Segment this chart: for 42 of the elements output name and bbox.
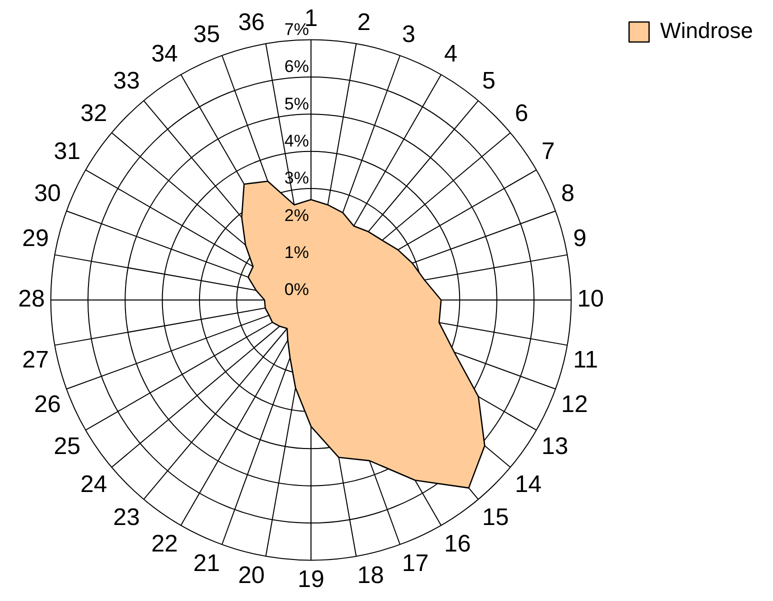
spoke-label: 25 xyxy=(54,433,80,460)
spoke-label: 27 xyxy=(22,346,49,374)
spoke-label: 4 xyxy=(444,40,458,68)
spoke-label: 19 xyxy=(298,566,324,594)
y-tick-label: 1% xyxy=(284,243,309,262)
y-tick-label: 6% xyxy=(284,57,309,76)
spoke-label: 14 xyxy=(514,471,542,498)
spoke-label: 31 xyxy=(54,138,80,166)
spoke-label: 20 xyxy=(238,562,265,590)
y-tick-label: 5% xyxy=(284,94,309,114)
spoke-label: 23 xyxy=(113,504,140,531)
legend-label: Windrose xyxy=(660,18,753,44)
spoke-label: 32 xyxy=(80,100,108,128)
y-tick-label: 0% xyxy=(284,280,309,300)
spoke-label: 7 xyxy=(542,138,555,166)
spoke-label: 28 xyxy=(18,286,45,313)
spoke-label: 10 xyxy=(577,286,604,313)
spoke-label: 11 xyxy=(573,346,598,374)
spoke-label: 15 xyxy=(482,504,509,531)
spoke-label: 13 xyxy=(542,433,568,460)
spoke-label: 24 xyxy=(80,471,108,498)
spoke-label: 16 xyxy=(444,530,471,558)
y-tick-label: 2% xyxy=(284,206,309,225)
spoke-label: 12 xyxy=(561,391,588,418)
spoke-label: 30 xyxy=(34,180,61,208)
spoke-label: 2 xyxy=(357,9,371,36)
spoke-label: 3 xyxy=(402,21,416,48)
spoke-label: 34 xyxy=(151,40,178,68)
spoke-label: 9 xyxy=(573,225,587,252)
spoke-label: 33 xyxy=(113,67,140,94)
spoke-label: 6 xyxy=(514,100,528,128)
spoke-label: 21 xyxy=(193,550,220,578)
y-tick-label: 4% xyxy=(284,132,309,150)
spoke-label: 29 xyxy=(22,225,49,252)
spoke-label: 5 xyxy=(482,67,496,94)
spoke-label: 26 xyxy=(34,391,61,418)
spoke-label: 22 xyxy=(151,530,178,558)
spoke-label: 18 xyxy=(357,562,384,590)
spoke-label: 17 xyxy=(402,550,429,578)
spoke-label: 35 xyxy=(193,21,220,48)
spoke-label: 8 xyxy=(561,180,575,208)
spoke-label: 36 xyxy=(238,9,265,36)
